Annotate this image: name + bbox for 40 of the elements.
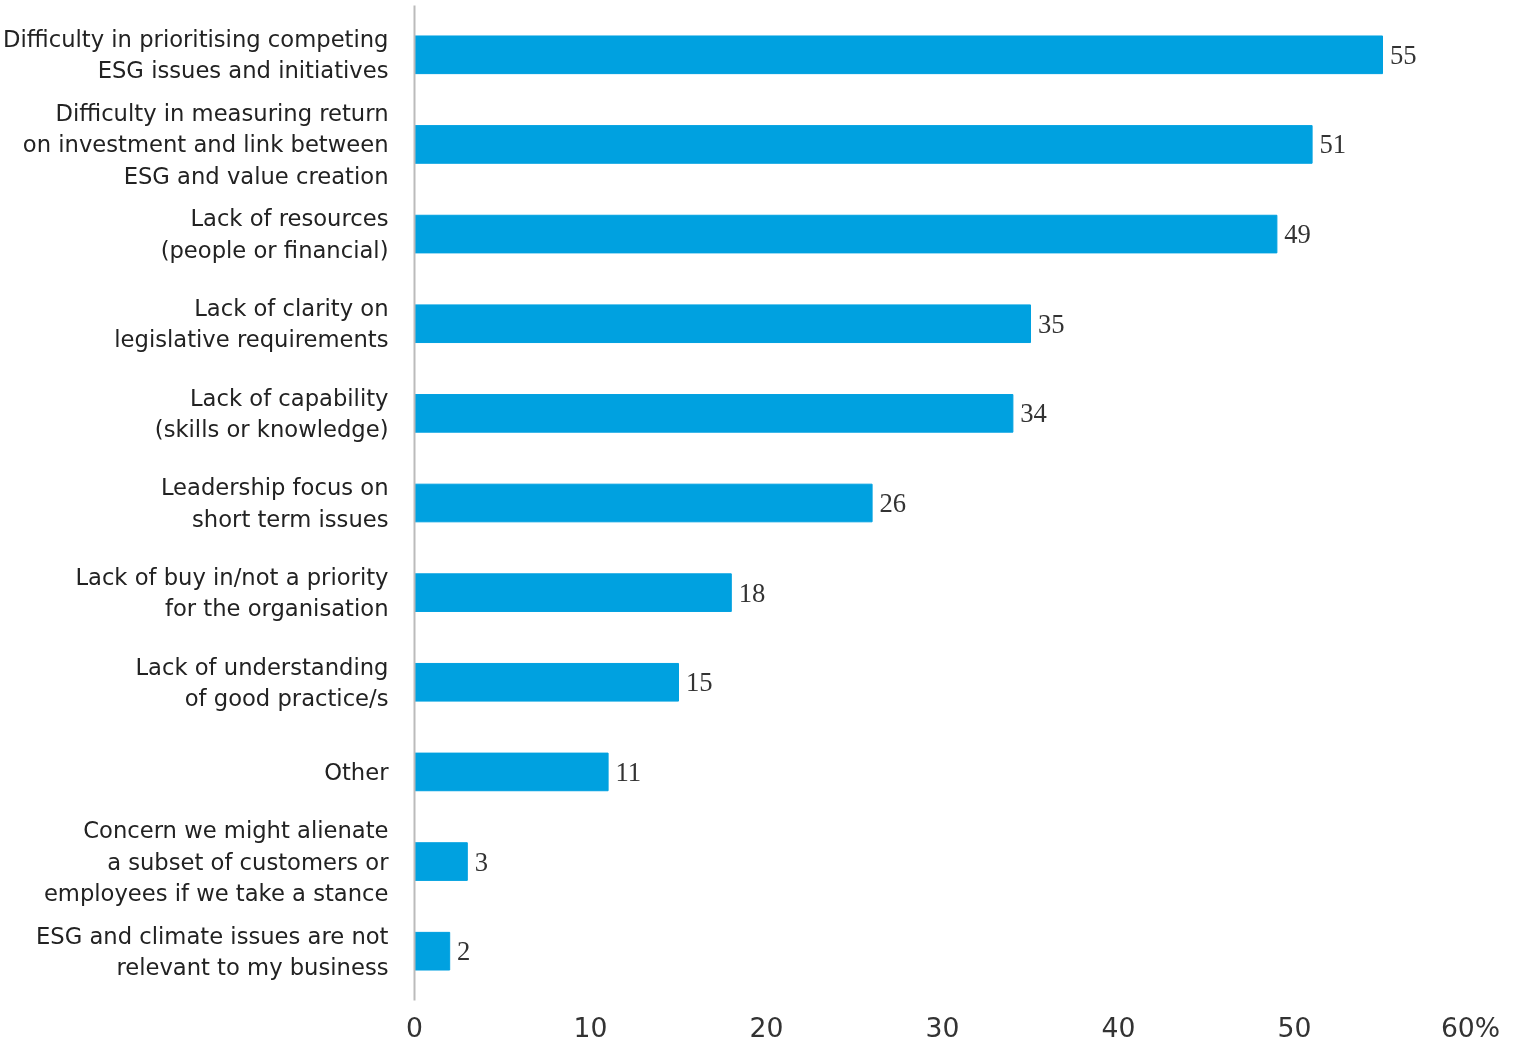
data-label: 2	[457, 936, 471, 967]
data-label: 51	[1319, 129, 1347, 160]
data-label: 35	[1037, 308, 1065, 339]
data-label: 55	[1389, 39, 1417, 70]
y-tick-label: Leadership focus on short term issues	[160, 474, 389, 532]
bar	[414, 35, 1383, 75]
bar	[414, 394, 1014, 433]
data-label: 15	[685, 667, 713, 698]
bar	[414, 931, 451, 971]
bar	[414, 483, 873, 523]
y-tick-label: Difficulty in measuring return on investment and link between ESG and value creation	[22, 100, 389, 189]
x-tick-label: 30	[925, 1011, 960, 1043]
data-label: 49	[1284, 219, 1311, 250]
data-label: 18	[738, 577, 766, 608]
y-tick-label: Lack of understanding of good practice/s	[135, 653, 389, 711]
bar	[414, 662, 679, 702]
data-label: 3	[474, 846, 489, 877]
x-tick-label: 20	[749, 1011, 784, 1043]
data-label: 26	[879, 488, 907, 518]
y-tick-label: ESG and climate issues are not relevant to my business	[36, 922, 389, 980]
data-label: 34	[1020, 398, 1047, 429]
x-tick-label: 0	[406, 1011, 423, 1043]
bar	[414, 842, 468, 881]
x-tick-label: 50	[1277, 1011, 1312, 1043]
y-tick-label: Lack of clarity on legislative requirements	[114, 295, 389, 353]
y-tick-label: Lack of buy in/not a priority for the organisation	[75, 564, 389, 622]
y-tick-label: Concern we might alienate a subset of customers or employees if we take a stance	[43, 817, 390, 906]
y-tick-label: Lack of capability (skills or knowledge)	[154, 384, 389, 442]
x-tick-label: 10	[573, 1011, 608, 1043]
bar	[414, 752, 609, 792]
x-tick-label: 40	[1101, 1011, 1136, 1043]
bar	[414, 214, 1278, 254]
bar	[414, 304, 1031, 344]
bar	[414, 573, 732, 612]
x-tick-label: 60%	[1440, 1011, 1501, 1043]
y-tick-label: Lack of resources (people or financial)	[160, 205, 389, 263]
data-label: 11	[615, 756, 642, 787]
y-tick-label: Difficulty in prioritising competing ESG issues and initiatives	[3, 26, 389, 84]
bar	[414, 125, 1313, 164]
y-tick-label: Other	[324, 758, 390, 785]
